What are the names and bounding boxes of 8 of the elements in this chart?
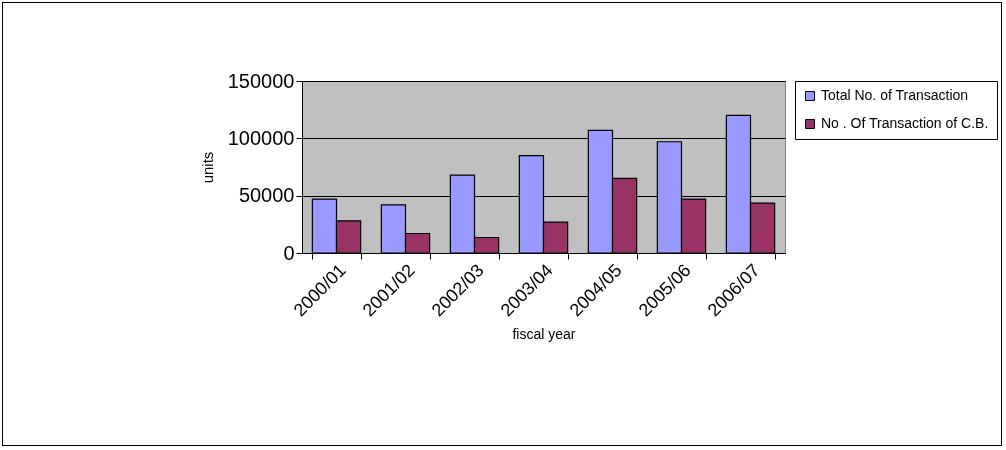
y-tick-label: 0 <box>283 241 295 264</box>
x-axis-title: fiscal year <box>512 326 576 343</box>
y-tick-label: 150000 <box>227 69 295 92</box>
legend-label: Total No. of Transaction <box>821 87 969 103</box>
y-axis-title: units <box>198 151 216 184</box>
legend-label: No . Of Transaction of C.B. <box>821 115 989 131</box>
y-tick-label: 50000 <box>238 184 295 207</box>
y-tick-label: 100000 <box>227 126 295 149</box>
